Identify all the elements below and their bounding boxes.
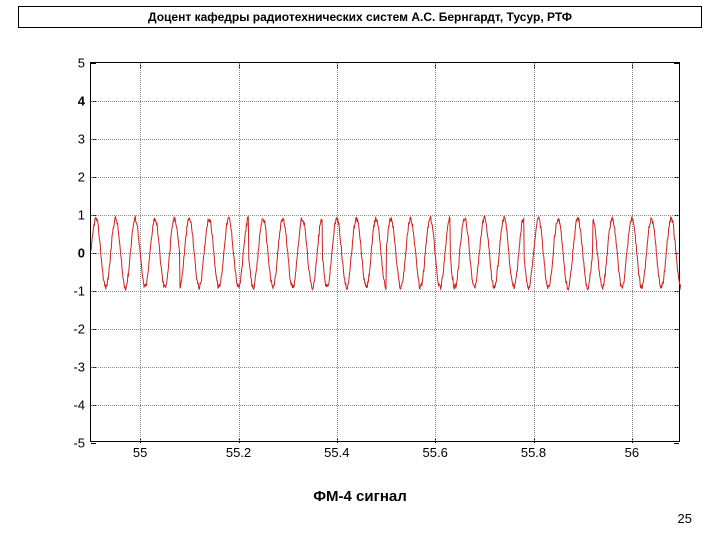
x-tick-label: 55.4 (324, 445, 349, 460)
x-tick-label: 55.8 (521, 445, 546, 460)
x-tick-label: 55.2 (226, 445, 251, 460)
header-text: Доцент кафедры радиотехнических систем А… (148, 10, 572, 24)
header-bar: Доцент кафедры радиотехнических систем А… (18, 6, 702, 28)
y-tick-label: -3 (73, 360, 85, 375)
y-tick-label: -2 (73, 322, 85, 337)
y-tick-label: -4 (73, 398, 85, 413)
y-tick-label: 4 (78, 94, 85, 109)
page-number: 25 (678, 511, 692, 526)
y-tick-label: 5 (78, 56, 85, 71)
y-tick-label: -1 (73, 284, 85, 299)
y-tick-label: 2 (78, 170, 85, 185)
y-tick-label: 3 (78, 132, 85, 147)
signal-line (91, 63, 681, 443)
y-tick-label: 0 (78, 246, 85, 261)
plot-area: -5-4-3-2-10123455555.255.455.655.856 (90, 62, 680, 442)
caption-text: ФМ-4 сигнал (313, 488, 407, 505)
y-tick-label: 1 (78, 208, 85, 223)
x-tick-label: 56 (625, 445, 639, 460)
x-tick-label: 55 (133, 445, 147, 460)
chart-caption: ФМ-4 сигнал (0, 488, 720, 505)
y-tick-label: -5 (73, 436, 85, 451)
x-tick-label: 55.6 (423, 445, 448, 460)
chart-container: -5-4-3-2-10123455555.255.455.655.856 (30, 50, 690, 470)
